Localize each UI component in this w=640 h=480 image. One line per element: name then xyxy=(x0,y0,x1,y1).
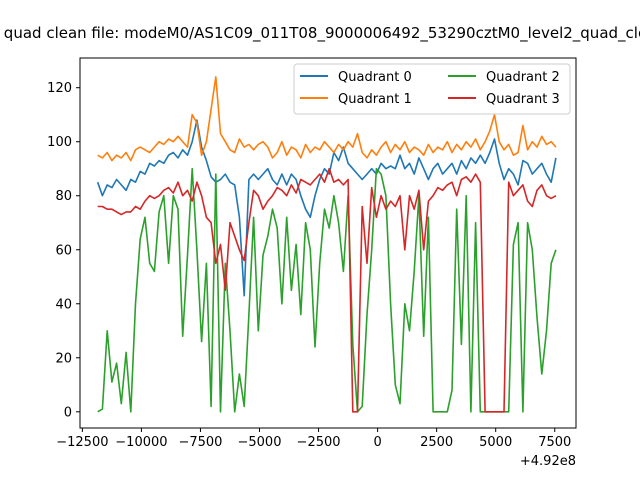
series-line-quadrant-3 xyxy=(97,167,557,413)
legend-label-quadrant-1: Quadrant 1 xyxy=(338,92,412,107)
y-tick-label: 0 xyxy=(64,405,72,420)
plot-frame xyxy=(79,57,577,429)
x-tick-label: 5000 xyxy=(479,435,512,450)
y-tick-label: 60 xyxy=(55,243,72,258)
legend-label-quadrant-3: Quadrant 3 xyxy=(486,92,560,107)
series-line-quadrant-2 xyxy=(97,167,557,413)
x-tick-label: −2500 xyxy=(297,435,341,450)
y-tick-label: 80 xyxy=(55,189,72,204)
legend: Quadrant 0 Quadrant 1 Quadrant 2 Quadrant 3 xyxy=(293,63,571,115)
x-tick-label: 2500 xyxy=(420,435,453,450)
y-axis: 0 20 40 60 80 100 120 xyxy=(47,81,80,420)
plot-lines xyxy=(96,76,557,413)
legend-label-quadrant-0: Quadrant 0 xyxy=(338,70,412,85)
x-tick-label: 0 xyxy=(373,435,381,450)
x-tick-label: −7500 xyxy=(178,435,222,450)
chart-title: Plot for quad clean file: modeM0/AS1C09_… xyxy=(0,24,640,43)
x-tick-label: 7500 xyxy=(538,435,571,450)
y-tick-label: 40 xyxy=(55,297,72,312)
x-tick-label: −10000 xyxy=(115,435,167,450)
y-tick-label: 100 xyxy=(47,135,72,150)
y-tick-label: 20 xyxy=(55,351,72,366)
y-tick-label: 120 xyxy=(47,81,72,96)
legend-box xyxy=(293,63,571,115)
x-axis-offset-label: +4.92e8 xyxy=(520,454,576,469)
x-tick-label: −5000 xyxy=(238,435,282,450)
x-axis: −12500 −10000 −7500 −5000 −2500 0 2500 5000 7500 xyxy=(56,428,571,450)
legend-label-quadrant-2: Quadrant 2 xyxy=(486,70,560,85)
x-tick-label: −12500 xyxy=(56,435,108,450)
series-line-quadrant-0 xyxy=(96,119,557,297)
series-line-quadrant-1 xyxy=(97,76,557,162)
